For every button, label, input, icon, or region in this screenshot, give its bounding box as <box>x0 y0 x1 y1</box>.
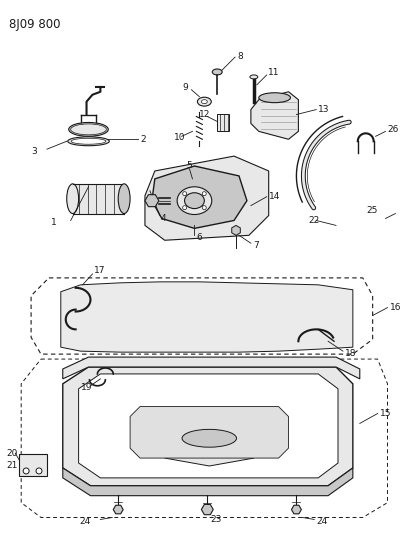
Polygon shape <box>165 409 254 466</box>
Ellipse shape <box>68 137 109 146</box>
Text: 20: 20 <box>6 449 18 458</box>
Polygon shape <box>63 357 360 379</box>
Polygon shape <box>63 367 353 486</box>
Polygon shape <box>79 374 338 478</box>
Ellipse shape <box>182 430 236 447</box>
Text: 17: 17 <box>93 266 105 276</box>
FancyBboxPatch shape <box>217 114 229 131</box>
Circle shape <box>183 192 187 196</box>
Ellipse shape <box>71 124 106 135</box>
Ellipse shape <box>259 93 290 103</box>
Text: 22: 22 <box>308 216 320 225</box>
Text: 15: 15 <box>380 409 391 418</box>
Polygon shape <box>63 468 353 496</box>
Text: 9: 9 <box>183 83 188 92</box>
Text: 21: 21 <box>6 461 18 470</box>
Text: 18: 18 <box>345 349 356 358</box>
Text: 24: 24 <box>316 517 328 526</box>
Text: 6: 6 <box>196 233 202 242</box>
Text: 16: 16 <box>389 303 401 312</box>
Text: 5: 5 <box>187 160 192 169</box>
Text: 8: 8 <box>237 52 243 61</box>
Circle shape <box>202 192 206 196</box>
Circle shape <box>183 206 187 209</box>
Polygon shape <box>130 407 288 458</box>
Text: 19: 19 <box>80 383 92 392</box>
Circle shape <box>36 468 42 474</box>
Ellipse shape <box>201 100 207 103</box>
Text: 3: 3 <box>31 147 37 156</box>
Text: 25: 25 <box>366 206 378 215</box>
Ellipse shape <box>250 75 258 79</box>
Text: 26: 26 <box>387 125 399 134</box>
Text: 14: 14 <box>269 192 280 201</box>
Circle shape <box>23 468 29 474</box>
FancyBboxPatch shape <box>19 454 47 476</box>
Text: 8J09 800: 8J09 800 <box>9 19 61 31</box>
Polygon shape <box>251 92 299 139</box>
Text: 13: 13 <box>318 105 330 114</box>
Ellipse shape <box>185 193 204 208</box>
Text: 1: 1 <box>51 218 57 227</box>
Text: 11: 11 <box>268 68 279 77</box>
Ellipse shape <box>118 184 130 214</box>
Text: 4: 4 <box>161 214 166 223</box>
Text: 7: 7 <box>253 241 259 250</box>
Text: 12: 12 <box>200 110 211 119</box>
Ellipse shape <box>71 138 106 144</box>
Ellipse shape <box>69 123 108 136</box>
Text: 23: 23 <box>210 515 222 524</box>
Text: 2: 2 <box>140 135 145 144</box>
Circle shape <box>202 206 206 209</box>
Text: 24: 24 <box>79 517 90 526</box>
Ellipse shape <box>67 184 79 214</box>
Polygon shape <box>152 166 247 228</box>
FancyBboxPatch shape <box>73 184 124 214</box>
Polygon shape <box>145 156 269 240</box>
Ellipse shape <box>198 97 211 106</box>
Text: 10: 10 <box>174 133 185 142</box>
Polygon shape <box>61 282 353 352</box>
Ellipse shape <box>212 69 222 75</box>
Ellipse shape <box>177 187 212 214</box>
